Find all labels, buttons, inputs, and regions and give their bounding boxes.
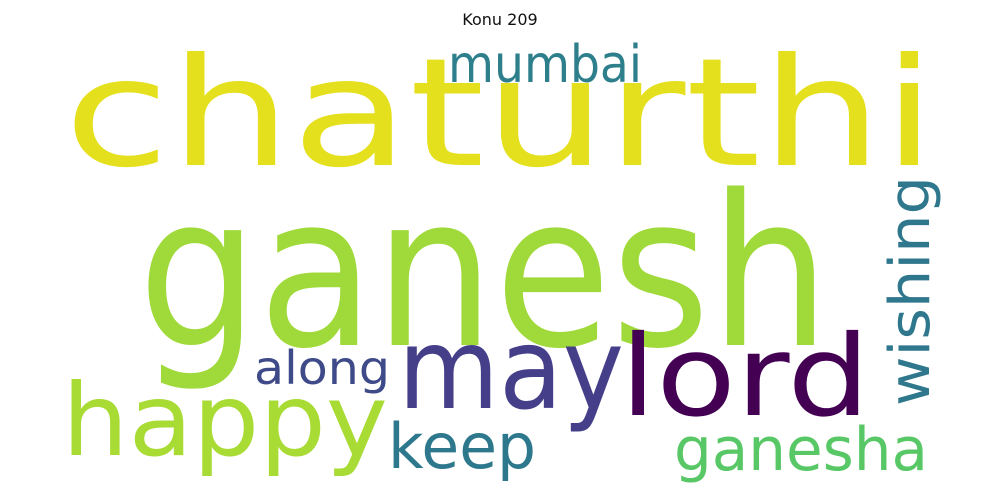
word-may: may bbox=[398, 305, 624, 435]
chart-title: Konu 209 bbox=[462, 10, 538, 29]
word-along: along bbox=[254, 341, 390, 395]
word-happy: happy bbox=[62, 362, 388, 479]
word-lord: lord bbox=[620, 312, 870, 442]
word-ganesh: ganesh bbox=[138, 150, 830, 395]
word-chaturthi: chaturthi bbox=[64, 27, 936, 201]
word-mumbai: mumbai bbox=[448, 35, 642, 95]
word-wishing: wishing bbox=[878, 176, 943, 406]
word-ganesha: ganesha bbox=[674, 415, 928, 485]
word-keep: keep bbox=[388, 410, 536, 483]
